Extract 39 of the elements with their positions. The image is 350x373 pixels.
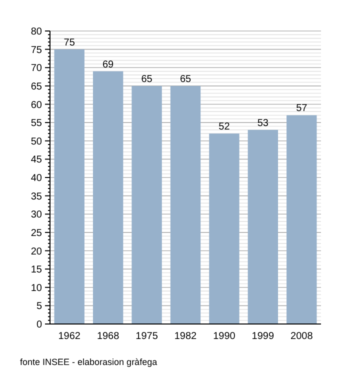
y-tick-label: 35 bbox=[30, 191, 42, 202]
data-label: 52 bbox=[218, 122, 230, 133]
y-tick-label: 15 bbox=[30, 264, 42, 276]
x-tick-label: 1990 bbox=[213, 331, 236, 342]
y-tick-label: 25 bbox=[30, 228, 42, 239]
data-label: 69 bbox=[102, 59, 114, 70]
data-label: 65 bbox=[141, 74, 153, 85]
data-label: 57 bbox=[296, 103, 308, 114]
data-label: 53 bbox=[257, 118, 269, 129]
y-tick-label: 20 bbox=[30, 246, 42, 258]
bar bbox=[92, 71, 124, 324]
x-tick-label: 2008 bbox=[290, 331, 314, 342]
y-tick-label: 30 bbox=[30, 210, 42, 221]
y-tick-label: 75 bbox=[30, 44, 42, 56]
y-tick-label: 55 bbox=[30, 118, 42, 130]
data-label: 65 bbox=[180, 74, 192, 85]
y-tick-label: 60 bbox=[30, 100, 42, 111]
bar bbox=[209, 134, 240, 324]
y-tick-label: 5 bbox=[36, 301, 42, 312]
y-tick-label: 45 bbox=[30, 154, 42, 166]
y-tick-label: 65 bbox=[30, 81, 42, 92]
y-tick-label: 50 bbox=[30, 136, 42, 148]
bar bbox=[248, 130, 278, 324]
x-tick-label: 1982 bbox=[174, 331, 198, 342]
y-tick-label: 10 bbox=[30, 282, 42, 294]
x-tick-label: 1975 bbox=[136, 331, 158, 342]
bar bbox=[54, 49, 84, 324]
y-tick-label: 70 bbox=[30, 63, 42, 74]
source-note: fonte INSEE - elaborasion gràfega bbox=[20, 357, 158, 367]
data-label: 75 bbox=[64, 37, 76, 48]
x-tick-label: 1968 bbox=[96, 331, 120, 342]
y-tick-label: 80 bbox=[30, 26, 42, 38]
bar bbox=[170, 86, 201, 324]
y-tick-label: 0 bbox=[36, 320, 42, 330]
x-tick-label: 1962 bbox=[58, 331, 81, 342]
bar bbox=[132, 86, 162, 324]
bar bbox=[286, 115, 317, 324]
y-tick-label: 40 bbox=[30, 173, 42, 184]
x-tick-label: 1999 bbox=[252, 331, 274, 342]
